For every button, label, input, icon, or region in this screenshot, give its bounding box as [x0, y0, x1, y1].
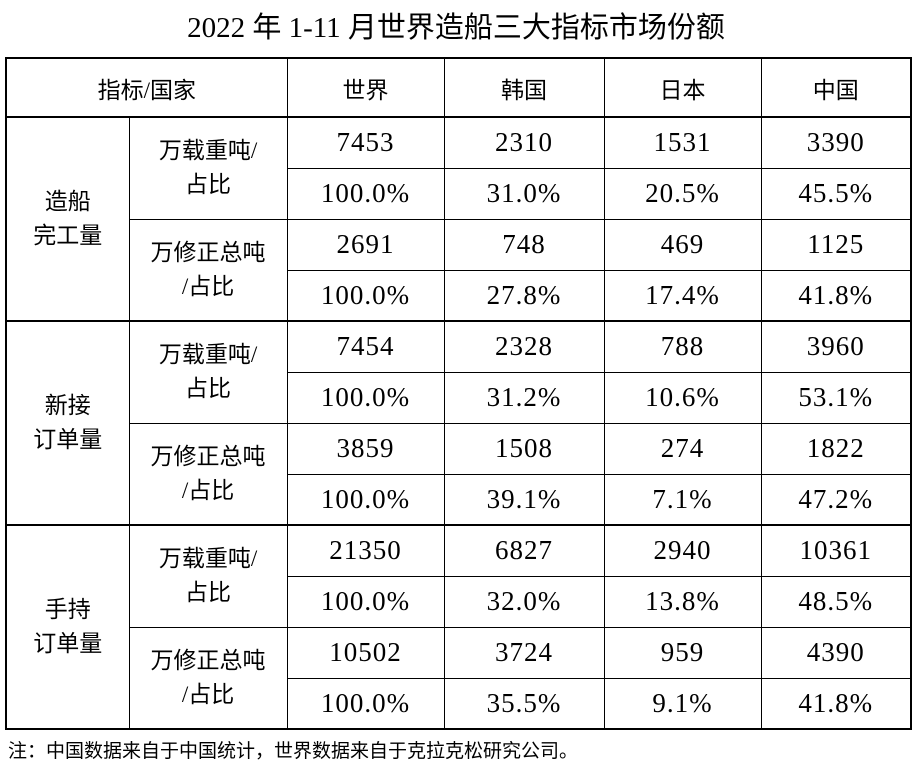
share-cell: 41.8%: [760, 269, 912, 322]
value-cell: 2328: [443, 320, 605, 373]
value-cell: 2940: [603, 524, 762, 577]
table-row: 万修正总吨 /占比 3859 1508 274 1822: [6, 422, 912, 526]
share-cell: 100.0%: [286, 167, 445, 220]
unit-label-dwt: 万载重吨/ 占比: [128, 116, 288, 220]
share-cell: 100.0%: [286, 371, 445, 424]
share-cell: 100.0%: [286, 677, 445, 730]
share-cell: 39.1%: [443, 473, 605, 526]
share-cell: 48.5%: [760, 575, 912, 628]
share-cell: 53.1%: [760, 371, 912, 424]
value-cell: 10502: [286, 626, 445, 679]
header-cell-korea: 韩国: [443, 57, 605, 118]
unit-label-dwt: 万载重吨/ 占比: [128, 320, 288, 424]
unit-label-cgt: 万修正总吨 /占比: [128, 422, 288, 526]
value-cell: 1125: [760, 218, 912, 271]
value-cell: 959: [603, 626, 762, 679]
value-cell: 748: [443, 218, 605, 271]
indicator-label-completions: 造船 完工量: [5, 116, 130, 322]
share-cell: 31.0%: [443, 167, 605, 220]
share-cell: 31.2%: [443, 371, 605, 424]
header-cell-world: 世界: [286, 57, 445, 118]
table-row: 100.0% 39.1% 7.1% 47.2%: [6, 473, 912, 526]
footnote: 注：中国数据来自于中国统计，世界数据来自于克拉克松研究公司。: [8, 741, 579, 762]
table-row: 新接 订单量 万载重吨/ 占比 7454 2328 788 3960: [5, 320, 912, 526]
share-cell: 45.5%: [760, 167, 912, 220]
value-cell: 10361: [760, 524, 912, 577]
share-cell: 27.8%: [443, 269, 605, 322]
table-row: 100.0% 31.2% 10.6% 53.1%: [6, 371, 912, 424]
value-cell: 2310: [443, 116, 605, 169]
table-row: 造船 完工量 万载重吨/ 占比 7453 2310 1531 3390: [5, 116, 912, 322]
value-cell: 3390: [760, 116, 912, 169]
table-row: 100.0% 32.0% 13.8% 48.5%: [6, 575, 912, 628]
share-cell: 9.1%: [603, 677, 762, 730]
value-cell: 7453: [286, 116, 445, 169]
indicator-label-new-orders: 新接 订单量: [5, 320, 130, 526]
table-row: 万修正总吨 /占比 2691 748 469 1125: [6, 218, 912, 322]
share-cell: 13.8%: [603, 575, 762, 628]
share-cell: 100.0%: [286, 269, 445, 322]
page-title: 2022 年 1-11 月世界造船三大指标市场份额: [187, 12, 725, 44]
share-cell: 47.2%: [760, 473, 912, 526]
header-cell-indicator-country: 指标/国家: [5, 57, 288, 118]
value-cell: 7454: [286, 320, 445, 373]
share-cell: 7.1%: [603, 473, 762, 526]
value-cell: 788: [603, 320, 762, 373]
value-cell: 469: [603, 218, 762, 271]
unit-label-cgt: 万修正总吨 /占比: [128, 218, 288, 322]
unit-label-cgt: 万修正总吨 /占比: [128, 626, 288, 730]
share-cell: 35.5%: [443, 677, 605, 730]
table-row: 万修正总吨 /占比 10502 3724 959 4390: [6, 626, 912, 730]
share-cell: 17.4%: [603, 269, 762, 322]
value-cell: 274: [603, 422, 762, 475]
value-cell: 1508: [443, 422, 605, 475]
share-cell: 41.8%: [760, 677, 912, 730]
header-cell-china: 中国: [760, 57, 912, 118]
indicator-label-orderbook: 手持 订单量: [5, 524, 130, 730]
value-cell: 2691: [286, 218, 445, 271]
value-cell: 6827: [443, 524, 605, 577]
share-cell: 10.6%: [603, 371, 762, 424]
value-cell: 3724: [443, 626, 605, 679]
market-share-table: 指标/国家 世界 韩国 日本 中国 造船 完工量 万载重吨/ 占比 7453 2…: [5, 57, 912, 730]
header-row: 指标/国家 世界 韩国 日本 中国: [5, 57, 912, 118]
header-cell-japan: 日本: [603, 57, 762, 118]
value-cell: 21350: [286, 524, 445, 577]
value-cell: 3859: [286, 422, 445, 475]
value-cell: 3960: [760, 320, 912, 373]
value-cell: 1822: [760, 422, 912, 475]
value-cell: 1531: [603, 116, 762, 169]
unit-label-dwt: 万载重吨/ 占比: [128, 524, 288, 628]
table-row: 手持 订单量 万载重吨/ 占比 21350 6827 2940 10361: [5, 524, 912, 730]
table-row: 100.0% 35.5% 9.1% 41.8%: [6, 677, 912, 730]
value-cell: 4390: [760, 626, 912, 679]
share-cell: 100.0%: [286, 473, 445, 526]
share-cell: 20.5%: [603, 167, 762, 220]
share-cell: 32.0%: [443, 575, 605, 628]
share-cell: 100.0%: [286, 575, 445, 628]
